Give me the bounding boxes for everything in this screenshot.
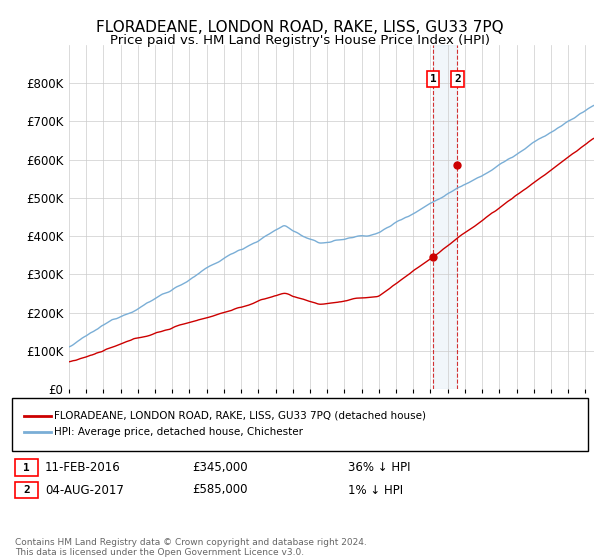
Text: Price paid vs. HM Land Registry's House Price Index (HPI): Price paid vs. HM Land Registry's House … xyxy=(110,34,490,46)
Bar xyxy=(433,45,457,389)
Text: 11-FEB-2016: 11-FEB-2016 xyxy=(45,461,121,474)
Text: 04-AUG-2017: 04-AUG-2017 xyxy=(45,483,124,497)
Text: 1: 1 xyxy=(430,74,436,84)
Text: 1% ↓ HPI: 1% ↓ HPI xyxy=(348,483,403,497)
Text: HPI: Average price, detached house, Chichester: HPI: Average price, detached house, Chic… xyxy=(54,427,303,437)
Text: £585,000: £585,000 xyxy=(192,483,248,497)
Text: FLORADEANE, LONDON ROAD, RAKE, LISS, GU33 7PQ: FLORADEANE, LONDON ROAD, RAKE, LISS, GU3… xyxy=(96,20,504,35)
Text: FLORADEANE, LONDON ROAD, RAKE, LISS, GU33 7PQ (detached house): FLORADEANE, LONDON ROAD, RAKE, LISS, GU3… xyxy=(54,410,426,421)
Text: Contains HM Land Registry data © Crown copyright and database right 2024.
This d: Contains HM Land Registry data © Crown c… xyxy=(15,538,367,557)
Text: 36% ↓ HPI: 36% ↓ HPI xyxy=(348,461,410,474)
Text: 2: 2 xyxy=(454,74,461,84)
Text: 2: 2 xyxy=(23,485,30,495)
Text: 1: 1 xyxy=(23,463,30,473)
Text: £345,000: £345,000 xyxy=(192,461,248,474)
